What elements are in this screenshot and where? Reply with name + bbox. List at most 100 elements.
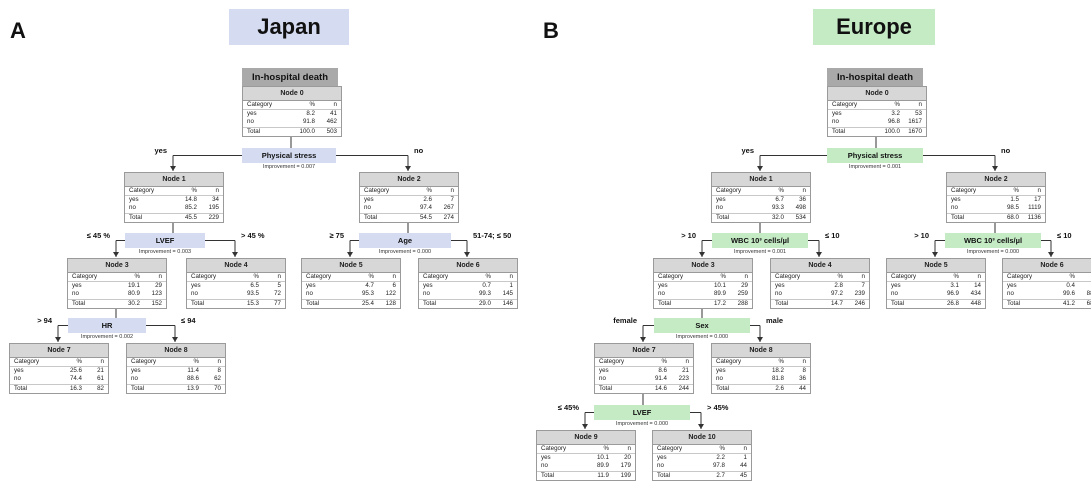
column-header: % <box>953 273 959 280</box>
split-variable: Sex <box>654 318 750 333</box>
column-header: % <box>485 273 491 280</box>
count-value: 223 <box>678 375 689 383</box>
tree-node-8: Node 8 Category% n yes 18.2 8 no 81.8 36 Total 2.6… <box>711 343 811 394</box>
category-label: yes <box>131 367 141 375</box>
improvement-value: Improvement = 0.000 <box>966 249 1020 255</box>
column-header: n <box>392 273 396 280</box>
percent-value: 0.4 <box>1066 282 1075 290</box>
column-header: % <box>778 187 784 194</box>
arrow-head <box>172 337 178 342</box>
column-header: n <box>685 358 689 365</box>
yes-row: yes 8.2 41 <box>243 110 341 118</box>
no-row: no 93.5 72 <box>187 290 285 298</box>
yes-row: yes 14.8 34 <box>125 196 223 204</box>
node-header-row: Category% n <box>653 445 751 455</box>
count-value: 246 <box>854 299 865 307</box>
percent-value: 14.7 <box>830 299 843 307</box>
category-label: yes <box>191 282 201 290</box>
percent-value: 2.2 <box>716 454 725 462</box>
arrow-head <box>640 337 646 342</box>
arrow-head <box>232 252 238 257</box>
category-label: yes <box>775 282 785 290</box>
count-value: 8 <box>802 367 806 375</box>
category-label: no <box>423 290 430 298</box>
category-label: Total <box>891 299 905 307</box>
column-header: Category <box>247 101 273 108</box>
count-value: 1617 <box>908 118 922 126</box>
total-row: Total 17.2 288 <box>654 298 752 308</box>
node-header-row: Category% n <box>537 445 635 455</box>
column-header: Category <box>423 273 449 280</box>
category-label: Total <box>775 299 789 307</box>
percent-value: 10.1 <box>596 454 609 462</box>
percent-value: 3.2 <box>891 110 900 118</box>
tree-node-0: Node 0 Category% n yes 3.2 53 no 96.8 1617 Total 1… <box>827 86 927 137</box>
node-header-row: Category% n <box>654 273 752 283</box>
arrow-head <box>699 252 705 257</box>
count-value: 195 <box>208 204 219 212</box>
branch-label-left: ≥ 75 <box>329 230 344 240</box>
no-row: no 98.5 1119 <box>947 204 1045 212</box>
count-value: 29 <box>155 282 162 290</box>
tree-node-7: Node 7 Category% n yes 25.6 21 no 74.4 61 Total 16… <box>9 343 109 394</box>
count-value: 448 <box>970 299 981 307</box>
no-row: no 97.2 239 <box>771 290 869 298</box>
category-label: yes <box>599 367 609 375</box>
column-header: % <box>603 445 609 452</box>
column-header: Category <box>657 445 683 452</box>
yes-row: yes 6.7 36 <box>712 196 810 204</box>
column-header: Category <box>131 358 157 365</box>
total-row: Total 15.3 77 <box>187 298 285 308</box>
percent-value: 14.6 <box>654 384 667 392</box>
branch-label-right: > 45 % <box>241 230 265 240</box>
yes-row: yes 2.6 7 <box>360 196 458 204</box>
category-label: yes <box>364 196 374 204</box>
category-label: Total <box>541 471 555 479</box>
category-label: Total <box>306 299 320 307</box>
column-header: n <box>333 101 337 108</box>
count-value: 534 <box>795 213 806 221</box>
count-value: 1670 <box>908 127 922 135</box>
yes-row: yes 8.6 21 <box>595 367 693 375</box>
branch-label-left: ≤ 45% <box>557 402 579 412</box>
count-value: 503 <box>326 127 337 135</box>
count-value: 462 <box>326 118 337 126</box>
category-label: yes <box>658 282 668 290</box>
category-label: no <box>131 375 138 383</box>
column-header: Category <box>364 187 390 194</box>
percent-value: 1.5 <box>1010 196 1019 204</box>
percent-value: 41.2 <box>1062 299 1075 307</box>
category-label: Total <box>14 384 28 392</box>
node-header-row: Category% n <box>360 187 458 197</box>
count-value: 1119 <box>1028 204 1041 212</box>
percent-value: 99.6 <box>1062 290 1075 298</box>
panel-letter: B <box>543 18 559 43</box>
no-row: no 96.9 434 <box>887 290 985 298</box>
branch-label-right: male <box>766 315 784 325</box>
category-label: yes <box>891 282 901 290</box>
no-row: no 97.4 267 <box>360 204 458 212</box>
arrow-head <box>757 166 763 171</box>
column-header: n <box>802 187 806 194</box>
category-label: Total <box>832 127 846 135</box>
yes-row: yes 1.5 17 <box>947 196 1045 204</box>
percent-value: 8.6 <box>658 367 667 375</box>
percent-value: 10.1 <box>713 282 726 290</box>
no-row: no 89.9 179 <box>537 462 635 470</box>
yes-row: yes 19.1 29 <box>68 282 166 290</box>
count-value: 688 <box>1086 299 1091 307</box>
panel-title: Japan <box>229 9 349 45</box>
arrow-head <box>992 166 998 171</box>
node-header-row: Category% n <box>712 187 810 197</box>
count-value: 7 <box>450 196 454 204</box>
count-value: 885 <box>1086 290 1091 298</box>
column-header: Category <box>541 445 567 452</box>
percent-value: 80.9 <box>127 290 140 298</box>
arrow-head <box>170 166 176 171</box>
count-value: 44 <box>799 384 806 392</box>
total-row: Total 32.0 534 <box>712 212 810 222</box>
node-header-row: Category% n <box>302 273 400 283</box>
node-header-row: Category% n <box>828 101 926 111</box>
percent-value: 18.2 <box>771 367 784 375</box>
column-header: n <box>802 358 806 365</box>
